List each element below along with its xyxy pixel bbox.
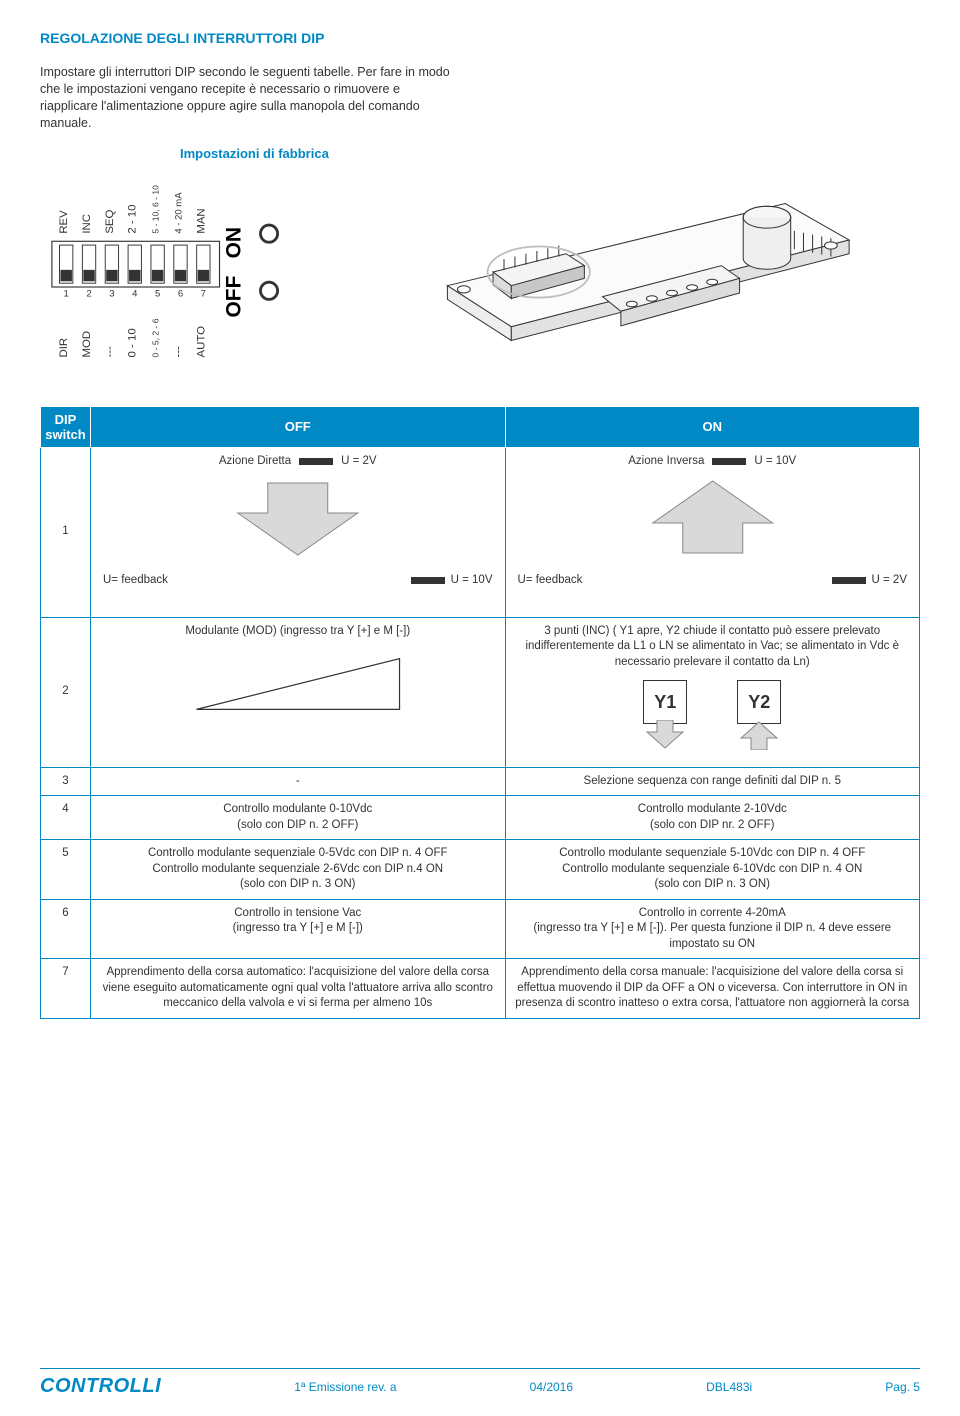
cell-text: Apprendimento della corsa automatico: l'… [91, 959, 506, 1019]
cell-text: Selezione sequenza con range definiti da… [505, 767, 920, 796]
arrow-down-icon [643, 720, 687, 750]
cell-text: Controllo in tensione Vac (ingresso tra … [91, 899, 506, 959]
dip-top-label: SEQ [104, 209, 116, 233]
table-row: 1 Azione Diretta U = 2V U= feedback [41, 447, 920, 617]
u-value: U = 10V [754, 454, 796, 470]
th-off: OFF [91, 406, 506, 447]
row-num: 6 [41, 899, 91, 959]
dip-top-label: INC [81, 214, 93, 234]
dip-bottom-label: 0 - 5, 2 - 6 [151, 318, 161, 357]
dip-switch-diagram: REV INC SEQ 2 - 10 5 - 10, 6 - 10 4 - 20… [40, 167, 340, 370]
row-num: 4 [41, 796, 91, 840]
swatch-icon [411, 577, 445, 584]
dip-switches [60, 245, 210, 283]
dip-bottom-label: 0 - 10 [127, 328, 139, 357]
dip-number: 7 [201, 288, 206, 299]
dip-number: 2 [86, 288, 91, 299]
dip-top-label: 4 - 20 mA [173, 191, 184, 233]
row-num: 5 [41, 840, 91, 900]
dip-top-label: 5 - 10, 6 - 10 [151, 184, 161, 233]
cell-text: Modulante (MOD) (ingresso tra Y [+] e M … [97, 624, 499, 640]
arrow-up-icon [737, 720, 781, 750]
th-switch: DIP switch [41, 406, 91, 447]
table-row: 6 Controllo in tensione Vac (ingresso tr… [41, 899, 920, 959]
row-num: 2 [41, 617, 91, 767]
footer-logo: CONTROLLI [40, 1375, 161, 1398]
azione-label: Azione Diretta [219, 454, 291, 470]
dip-top-label: REV [58, 209, 70, 233]
row-num: 1 [41, 447, 91, 617]
u-value: U = 10V [451, 573, 493, 589]
footer-date: 04/2016 [530, 1380, 573, 1394]
dip-number: 5 [155, 288, 160, 299]
cell-text: Controllo in corrente 4-20mA (ingresso t… [505, 899, 920, 959]
row-num: 3 [41, 767, 91, 796]
y2-box: Y2 [737, 680, 781, 724]
footer-page: Pag. 5 [885, 1380, 920, 1394]
factory-settings-label: Impostazioni di fabbrica [180, 146, 920, 161]
pcb-diagram [370, 167, 920, 380]
swatch-icon [299, 458, 333, 465]
dip-bottom-label: --- [104, 345, 116, 357]
intro-text: Impostare gli interruttori DIP secondo l… [40, 64, 460, 132]
cell-text: Controllo modulante sequenziale 0-5Vdc c… [91, 840, 506, 900]
swatch-icon [712, 458, 746, 465]
dip-bottom-label: AUTO [195, 325, 207, 357]
u-value: U = 2V [872, 573, 907, 589]
page-footer: CONTROLLI 1ª Emissione rev. a 04/2016 DB… [40, 1368, 920, 1398]
dip-number: 4 [132, 288, 138, 299]
section-heading: REGOLAZIONE DEGLI INTERRUTTORI DIP [40, 30, 920, 46]
dip-number: 1 [64, 288, 69, 299]
dip-bottom-label: --- [172, 345, 184, 357]
swatch-icon [832, 577, 866, 584]
cell-text: Controllo modulante 2-10Vdc (solo con DI… [505, 796, 920, 840]
table-row: 7 Apprendimento della corsa automatico: … [41, 959, 920, 1019]
footer-edition: 1ª Emissione rev. a [294, 1380, 396, 1394]
dip-number: 3 [109, 288, 114, 299]
row-num: 7 [41, 959, 91, 1019]
dip-table: DIP switch OFF ON 1 Azione Diretta U = 2… [40, 406, 920, 1019]
dip-on-label: ON [222, 227, 245, 258]
dip-bottom-label: DIR [58, 337, 70, 357]
footer-doc: DBL483i [706, 1380, 752, 1394]
cell-text: Controllo modulante 0-10Vdc (solo con DI… [91, 796, 506, 840]
table-row: 4 Controllo modulante 0-10Vdc (solo con … [41, 796, 920, 840]
dip-top-label: MAN [195, 208, 207, 233]
dip-number: 6 [178, 288, 183, 299]
cell-text: Apprendimento della corsa manuale: l'acq… [505, 959, 920, 1019]
ramp-icon [188, 649, 408, 719]
cell-text: - [91, 767, 506, 796]
th-on: ON [505, 406, 920, 447]
dip-bottom-label: MOD [81, 330, 93, 357]
azione-label: Azione Inversa [628, 454, 704, 470]
arrow-up-icon [512, 475, 914, 561]
table-row: 3 - Selezione sequenza con range definit… [41, 767, 920, 796]
table-row: 2 Modulante (MOD) (ingresso tra Y [+] e … [41, 617, 920, 767]
table-header-row: DIP switch OFF ON [41, 406, 920, 447]
diagrams-row: REV INC SEQ 2 - 10 5 - 10, 6 - 10 4 - 20… [40, 167, 920, 380]
y1-box: Y1 [643, 680, 687, 724]
feedback-label: U= feedback [103, 573, 168, 589]
dip-top-label: 2 - 10 [127, 204, 139, 233]
cell-text: 3 punti (INC) ( Y1 apre, Y2 chiude il co… [512, 624, 914, 671]
dip-off-label: OFF [222, 275, 245, 317]
cell-text: Controllo modulante sequenziale 5-10Vdc … [505, 840, 920, 900]
u-value: U = 2V [341, 454, 376, 470]
arrow-down-icon [97, 475, 499, 561]
feedback-label: U= feedback [518, 573, 583, 589]
table-row: 5 Controllo modulante sequenziale 0-5Vdc… [41, 840, 920, 900]
